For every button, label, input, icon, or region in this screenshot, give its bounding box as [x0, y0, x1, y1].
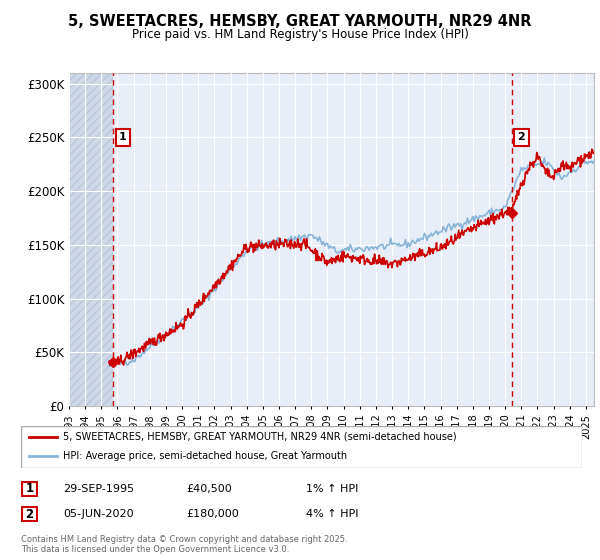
Text: 1: 1 [25, 482, 34, 496]
Text: 05-JUN-2020: 05-JUN-2020 [63, 509, 134, 519]
Text: 1% ↑ HPI: 1% ↑ HPI [306, 484, 358, 494]
Text: Contains HM Land Registry data © Crown copyright and database right 2025.
This d: Contains HM Land Registry data © Crown c… [21, 535, 347, 554]
Text: 1: 1 [119, 132, 127, 142]
Bar [69, 73, 113, 406]
Text: £40,500: £40,500 [186, 484, 232, 494]
Text: £180,000: £180,000 [186, 509, 239, 519]
Text: 2: 2 [518, 132, 526, 142]
FancyBboxPatch shape [21, 426, 582, 468]
Text: 5, SWEETACRES, HEMSBY, GREAT YARMOUTH, NR29 4NR (semi-detached house): 5, SWEETACRES, HEMSBY, GREAT YARMOUTH, N… [63, 432, 457, 442]
Text: Price paid vs. HM Land Registry's House Price Index (HPI): Price paid vs. HM Land Registry's House … [131, 28, 469, 41]
Text: 2: 2 [25, 507, 34, 521]
Text: 4% ↑ HPI: 4% ↑ HPI [306, 509, 359, 519]
FancyBboxPatch shape [22, 507, 37, 521]
Text: 5, SWEETACRES, HEMSBY, GREAT YARMOUTH, NR29 4NR: 5, SWEETACRES, HEMSBY, GREAT YARMOUTH, N… [68, 14, 532, 29]
Text: 29-SEP-1995: 29-SEP-1995 [63, 484, 134, 494]
Text: HPI: Average price, semi-detached house, Great Yarmouth: HPI: Average price, semi-detached house,… [63, 451, 347, 461]
FancyBboxPatch shape [22, 482, 37, 496]
